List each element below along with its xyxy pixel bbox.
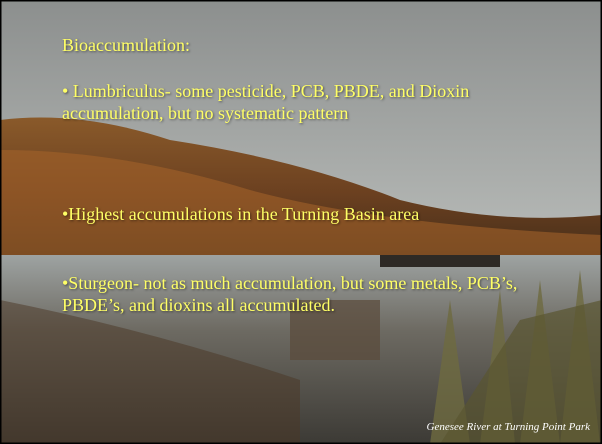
slide: Bioaccumulation: • Lumbriculus- some pes… bbox=[0, 0, 602, 444]
photo-caption: Genesee River at Turning Point Park bbox=[427, 421, 590, 433]
bullet: •Highest accumulations in the Turning Ba… bbox=[62, 203, 419, 225]
bullet: • Lumbriculus- some pesticide, PCB, PBDE… bbox=[62, 80, 532, 124]
page: Bioaccumulation: • Lumbriculus- some pes… bbox=[0, 0, 602, 444]
bullet: •Sturgeon- not as much accumulation, but… bbox=[62, 272, 532, 316]
slide-title: Bioaccumulation: bbox=[62, 34, 190, 56]
